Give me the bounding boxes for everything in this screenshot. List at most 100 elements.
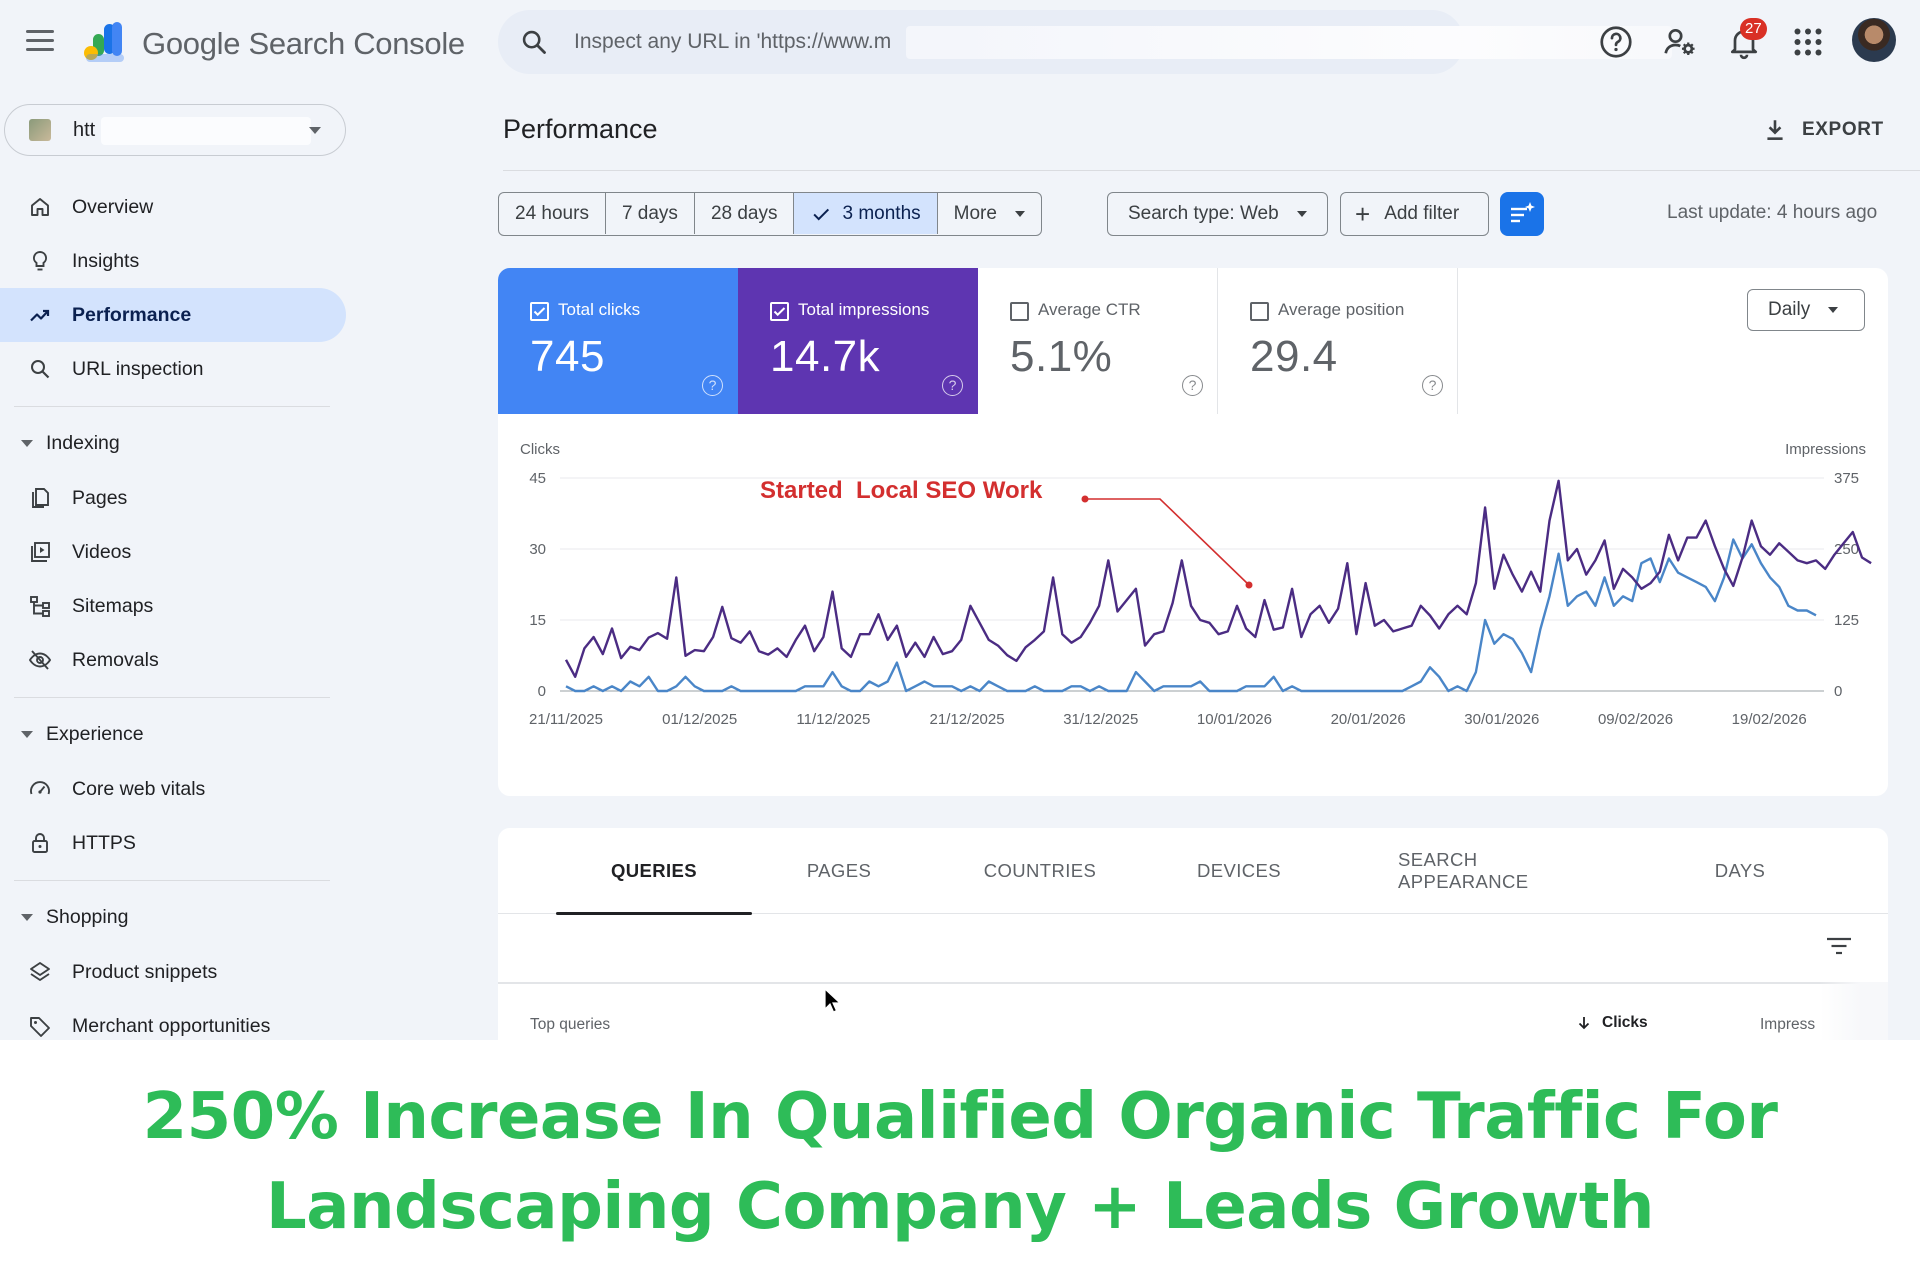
range-28-days[interactable]: 28 days (695, 193, 795, 234)
sidebar-item-label: Core web vitals (72, 777, 206, 800)
plus-icon: + (1355, 199, 1371, 229)
metric-average-position[interactable]: Average position 29.4 ? (1218, 268, 1458, 414)
account-avatar[interactable] (1852, 18, 1896, 62)
pages-icon (32, 488, 49, 508)
url-search-input[interactable] (574, 24, 934, 60)
sidebar-item-sitemaps[interactable]: Sitemaps (0, 579, 346, 633)
compare-filter-button[interactable] (1500, 192, 1544, 236)
export-button[interactable]: EXPORT (1762, 112, 1884, 148)
download-icon (1767, 120, 1783, 140)
search-type-dropdown[interactable]: Search type: Web (1107, 192, 1328, 236)
help-icon[interactable]: ? (702, 375, 723, 396)
manage-users-icon[interactable] (1662, 24, 1698, 60)
tab-countries[interactable]: COUNTRIES (960, 828, 1120, 914)
x-tick-label: 19/02/2026 (1732, 711, 1807, 728)
range-24-hours[interactable]: 24 hours (499, 193, 606, 234)
metric-value: 14.7k (770, 332, 881, 381)
help-icon[interactable]: ? (1422, 375, 1443, 396)
tab-queries[interactable]: QUERIES (556, 828, 752, 915)
right-tick-label: 0 (1834, 683, 1842, 700)
tab-label: DEVICES (1196, 860, 1282, 881)
range-7-days[interactable]: 7 days (606, 193, 695, 234)
help-icon[interactable]: ? (1182, 375, 1203, 396)
x-tick-label: 21/12/2025 (930, 711, 1005, 728)
performance-chart-card: Total clicks 745 ? Total impressions 14.… (498, 268, 1888, 796)
sidebar-item-product-snippets[interactable]: Product snippets (0, 945, 346, 999)
metric-label: Average CTR (1038, 300, 1141, 319)
tab-devices[interactable]: DEVICES (1174, 828, 1304, 914)
chevron-down-icon (1296, 211, 1307, 217)
layers-icon (30, 962, 50, 981)
add-filter-button[interactable]: + Add filter (1340, 192, 1489, 236)
divider (14, 697, 330, 698)
arrow-down-icon (1578, 1017, 1590, 1030)
series-line-impressions (564, 479, 1872, 678)
sidebar-item-label: URL inspection (72, 357, 204, 380)
section-experience[interactable]: Experience (0, 706, 346, 762)
check-icon (813, 208, 830, 220)
left-tick-label: 45 (529, 470, 546, 487)
sidebar-item-label: Performance (72, 303, 192, 326)
metric-average-ctr[interactable]: Average CTR 5.1% ? (978, 268, 1218, 414)
section-indexing[interactable]: Indexing (0, 415, 346, 471)
property-favicon-icon (29, 119, 51, 141)
left-tick-label: 30 (529, 541, 546, 558)
sidebar-item-merchant-opportunities[interactable]: Merchant opportunities (0, 999, 346, 1040)
x-tick-label: 01/12/2025 (662, 711, 737, 728)
divider (503, 170, 1920, 171)
filter-rows-icon[interactable] (1826, 936, 1852, 956)
help-icon[interactable] (1598, 24, 1634, 60)
annotation-label: Started Local SEO Work (760, 477, 1043, 504)
metric-total-impressions[interactable]: Total impressions 14.7k ? (738, 268, 978, 414)
section-shopping[interactable]: Shopping (0, 889, 346, 945)
redacted-url (906, 26, 1672, 59)
chevron-down-icon (1828, 307, 1839, 313)
apps-grid-icon[interactable] (1790, 24, 1826, 60)
column-header-impressions[interactable]: Impress (1760, 1016, 1816, 1033)
date-range-selector: 24 hours 7 days 28 days 3 months More (498, 192, 1042, 236)
sidebar-item-https[interactable]: HTTPS (0, 816, 346, 870)
sidebar-item-overview[interactable]: Overview (0, 180, 346, 234)
left-tick-label: 15 (529, 612, 546, 629)
x-tick-label: 10/01/2026 (1197, 711, 1272, 728)
speedometer-icon (30, 781, 50, 795)
mouse-pointer-icon (824, 988, 842, 1013)
checkbox-unchecked-icon (1010, 302, 1029, 321)
sidebar-item-core-web-vitals[interactable]: Core web vitals (0, 762, 346, 816)
video-icon (31, 542, 50, 562)
sidebar-item-videos[interactable]: Videos (0, 525, 346, 579)
sidebar-item-label: Pages (72, 486, 128, 509)
url-inspection-search[interactable] (498, 10, 1672, 74)
range-more[interactable]: More (938, 193, 1041, 234)
tab-label: DAYS (1714, 860, 1766, 881)
granularity-dropdown[interactable]: Daily (1747, 289, 1865, 331)
range-3-months[interactable]: 3 months (794, 193, 938, 234)
property-selector[interactable]: htt (4, 104, 346, 156)
series-line-clicks (565, 538, 1817, 693)
sidebar-item-performance[interactable]: Performance (0, 288, 346, 342)
sidebar-item-insights[interactable]: Insights (0, 234, 346, 288)
section-title: Indexing (46, 431, 120, 454)
sidebar-item-pages[interactable]: Pages (0, 471, 346, 525)
right-axis-title: Impressions (1785, 441, 1866, 458)
column-header-clicks[interactable]: Clicks (1576, 1014, 1648, 1032)
range-label: 28 days (710, 202, 778, 224)
tab-pages[interactable]: PAGES (784, 828, 894, 914)
sidebar-item-url-inspection[interactable]: URL inspection (0, 342, 346, 396)
x-tick-label: 21/11/2025 (529, 711, 603, 728)
help-icon[interactable]: ? (942, 375, 963, 396)
caption-banner: 250% Increase In Qualified Organic Traff… (0, 1040, 1920, 1280)
main-menu-icon[interactable] (26, 30, 54, 52)
column-header-top-queries: Top queries (530, 1016, 611, 1033)
notification-count-badge: 27 (1740, 18, 1767, 40)
section-title: Shopping (46, 905, 129, 928)
tab-label: PAGES (806, 860, 872, 881)
divider (498, 982, 1888, 984)
metric-total-clicks[interactable]: Total clicks 745 ? (498, 268, 738, 414)
sidebar-item-removals[interactable]: Removals (0, 633, 346, 687)
x-tick-label: 11/12/2025 (796, 711, 870, 728)
tab-search-appearance[interactable]: SEARCH APPEARANCE (1398, 828, 1608, 914)
sidebar-item-label: Removals (72, 648, 159, 671)
chevron-down-icon (1014, 210, 1025, 217)
tab-days[interactable]: DAYS (1690, 828, 1790, 914)
